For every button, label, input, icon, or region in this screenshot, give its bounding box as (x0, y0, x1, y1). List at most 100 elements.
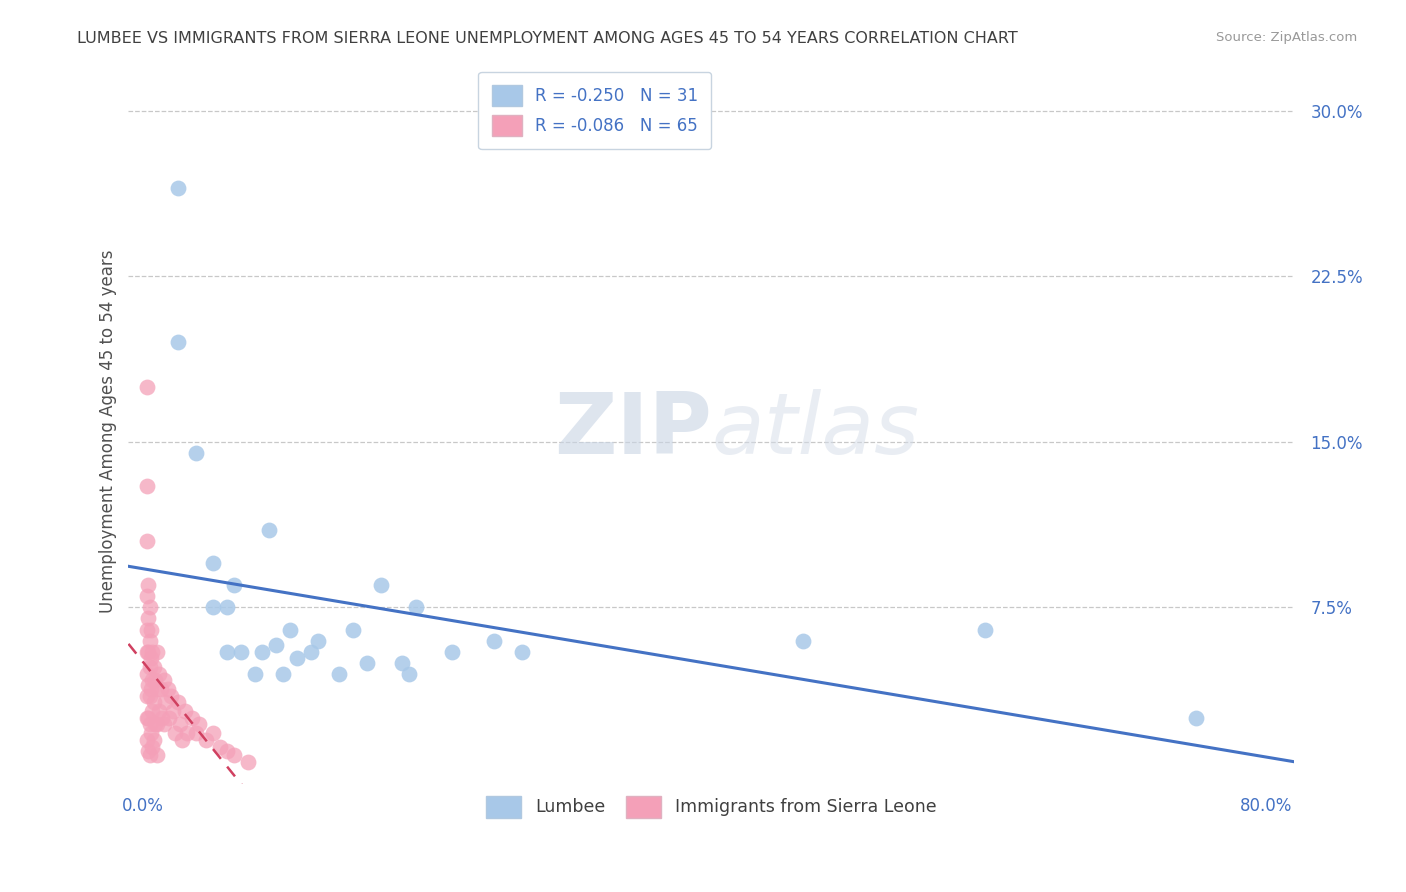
Point (139, 623, 162, 637)
Point (138, 600, 160, 615)
Point (208, 739, 231, 754)
Point (135, 666, 157, 681)
Point (139, 682, 162, 697)
Point (1185, 711, 1208, 725)
Point (278, 623, 301, 637)
Point (974, 623, 997, 637)
Point (166, 181, 188, 195)
Legend: Lumbee, Immigrants from Sierra Leone: Lumbee, Immigrants from Sierra Leone (479, 789, 943, 825)
Point (215, 644, 238, 658)
Point (145, 748, 167, 763)
Point (215, 600, 238, 615)
Point (229, 644, 252, 658)
Point (166, 335, 188, 350)
Point (299, 644, 322, 658)
Point (139, 651, 162, 665)
Point (142, 660, 165, 674)
Point (222, 578, 245, 592)
Point (163, 726, 186, 740)
Point (201, 600, 224, 615)
Point (184, 446, 207, 460)
Point (142, 695, 165, 709)
Point (159, 689, 181, 703)
Point (143, 717, 166, 731)
Point (136, 711, 159, 725)
Point (342, 623, 364, 637)
Point (135, 534, 157, 549)
Point (405, 600, 427, 615)
Point (307, 633, 329, 648)
Point (135, 733, 157, 747)
Point (176, 726, 198, 740)
Point (153, 695, 176, 709)
Point (136, 678, 159, 692)
Point (135, 590, 157, 604)
Text: ZIP: ZIP (554, 389, 711, 472)
Point (139, 726, 162, 740)
Point (143, 673, 166, 688)
Point (135, 479, 157, 493)
Point (141, 704, 163, 718)
Point (152, 673, 174, 688)
Point (136, 578, 159, 592)
Point (135, 379, 157, 393)
Point (149, 682, 172, 697)
Point (391, 656, 413, 670)
Point (136, 744, 159, 758)
Point (138, 633, 160, 648)
Point (201, 556, 224, 570)
Point (187, 717, 209, 731)
Point (285, 651, 308, 665)
Text: LUMBEE VS IMMIGRANTS FROM SIERRA LEONE UNEMPLOYMENT AMONG AGES 45 TO 54 YEARS CO: LUMBEE VS IMMIGRANTS FROM SIERRA LEONE U… (77, 31, 1018, 46)
Point (482, 633, 505, 648)
Point (370, 578, 392, 592)
Point (135, 711, 157, 725)
Point (243, 666, 266, 681)
Point (141, 644, 163, 658)
Point (162, 704, 184, 718)
Point (138, 689, 160, 703)
Point (145, 717, 167, 731)
Text: Source: ZipAtlas.com: Source: ZipAtlas.com (1216, 31, 1357, 45)
Point (510, 644, 533, 658)
Point (145, 644, 167, 658)
Point (180, 711, 202, 725)
Point (257, 523, 280, 537)
Point (236, 755, 259, 769)
Point (173, 704, 195, 718)
Point (184, 726, 207, 740)
Point (145, 682, 167, 697)
Point (136, 611, 159, 625)
Point (136, 644, 159, 658)
Point (250, 644, 273, 658)
Point (264, 638, 287, 652)
Point (440, 644, 463, 658)
Point (138, 717, 160, 731)
Point (169, 717, 191, 731)
Point (194, 733, 217, 747)
Point (328, 666, 350, 681)
Point (170, 733, 193, 747)
Point (142, 733, 165, 747)
Point (138, 748, 160, 763)
Point (135, 623, 157, 637)
Point (148, 704, 170, 718)
Point (222, 748, 245, 763)
Point (135, 689, 157, 703)
Y-axis label: Unemployment Among Ages 45 to 54 years: Unemployment Among Ages 45 to 54 years (100, 249, 117, 613)
Point (152, 717, 174, 731)
Point (166, 695, 188, 709)
Point (157, 711, 180, 725)
Point (135, 644, 157, 658)
Point (398, 666, 420, 681)
Point (138, 660, 160, 674)
Text: atlas: atlas (711, 389, 920, 472)
Point (141, 673, 163, 688)
Point (356, 656, 378, 670)
Point (215, 744, 238, 758)
Point (148, 666, 170, 681)
Point (201, 726, 224, 740)
Point (271, 666, 294, 681)
Point (150, 711, 173, 725)
Point (141, 739, 163, 754)
